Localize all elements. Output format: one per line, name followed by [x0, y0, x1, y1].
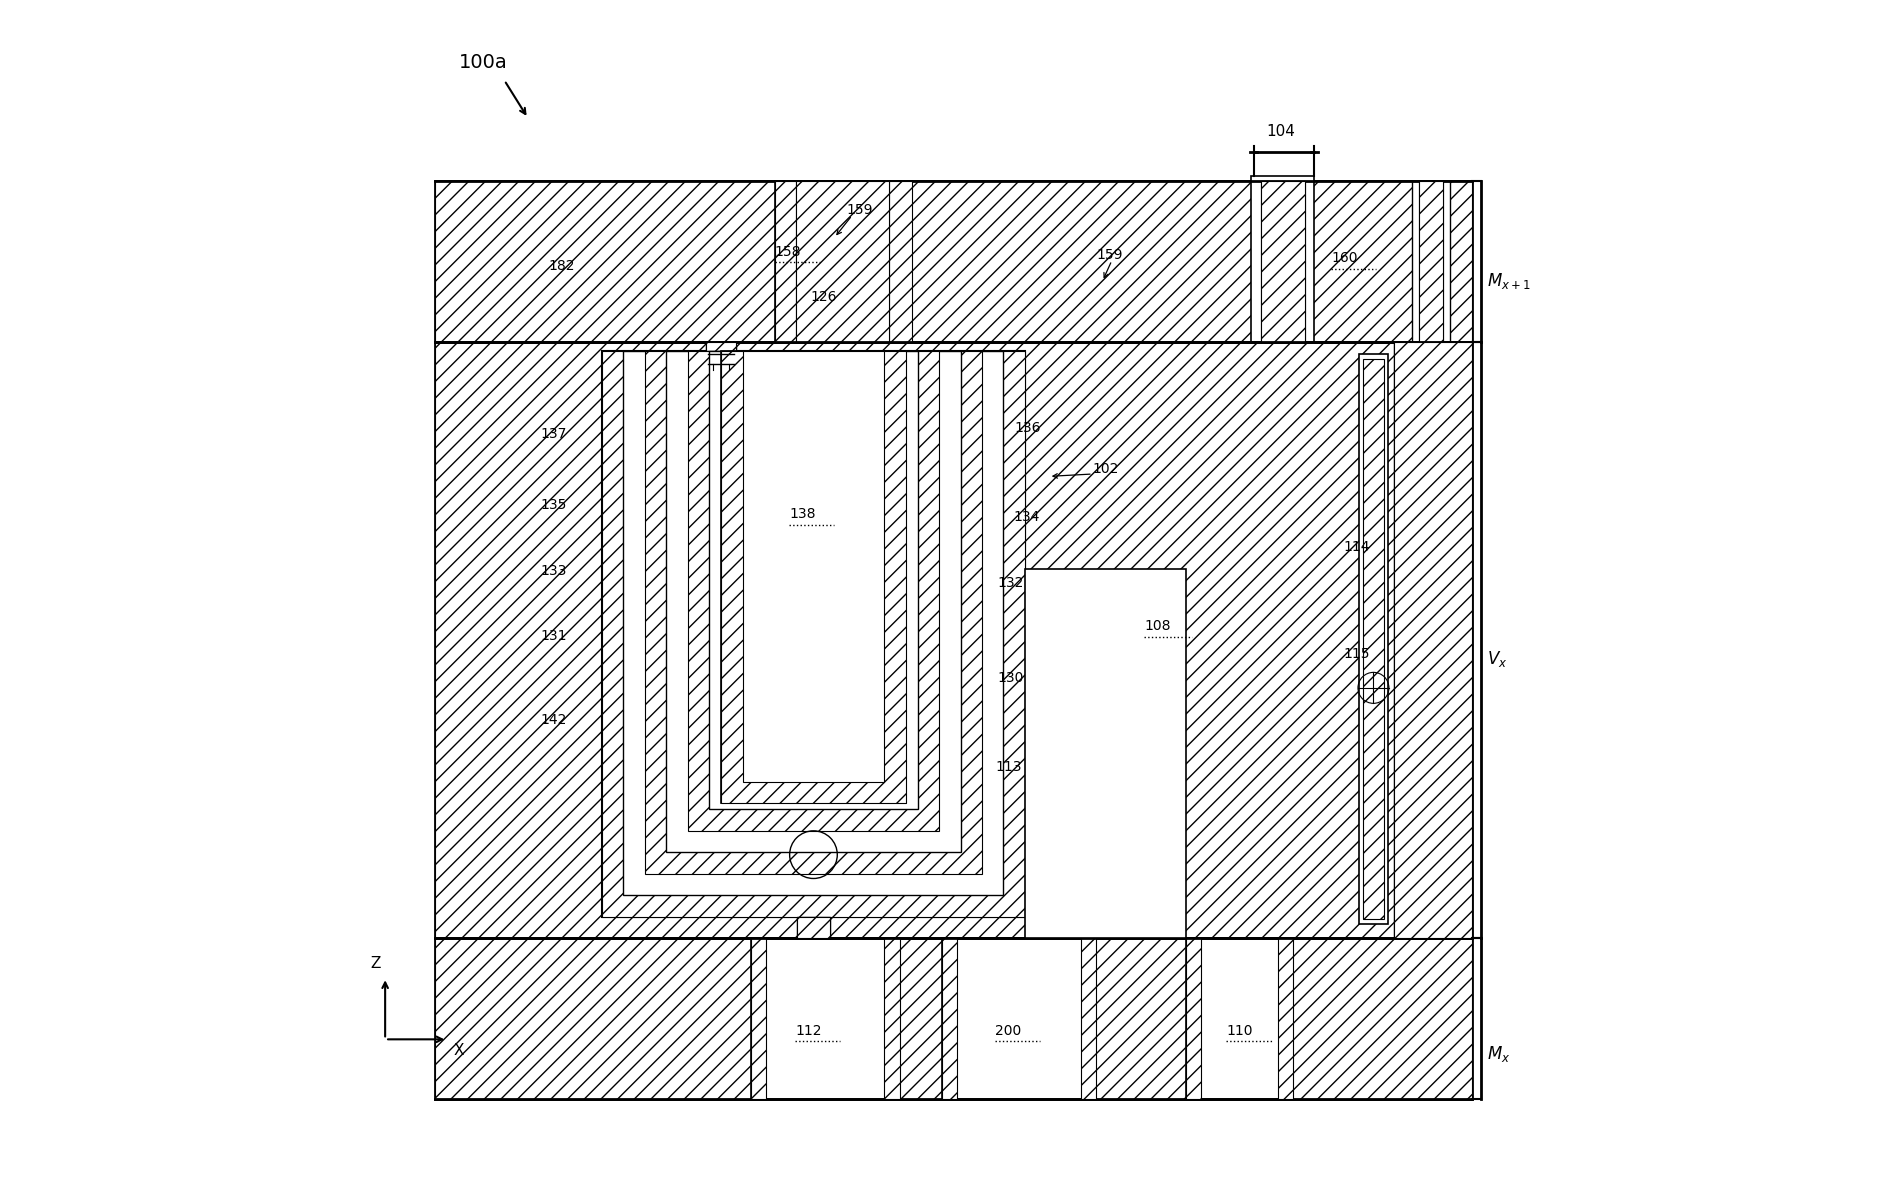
Text: 131: 131	[540, 630, 567, 643]
Text: $V_{x}$: $V_{x}$	[1488, 649, 1508, 669]
Bar	[1412, 182, 1450, 342]
Bar	[1419, 182, 1444, 342]
Text: 159: 159	[1097, 248, 1124, 262]
Text: 134: 134	[1014, 510, 1038, 524]
Text: 102: 102	[1093, 462, 1120, 476]
Bar	[942, 938, 1097, 1099]
Bar	[775, 182, 911, 342]
Text: 115: 115	[1344, 648, 1370, 661]
Bar	[603, 351, 1025, 917]
Bar	[1260, 182, 1306, 342]
Bar	[623, 351, 1004, 895]
Bar	[1419, 182, 1444, 342]
Bar	[743, 351, 885, 782]
Text: 142: 142	[540, 712, 567, 727]
Text: 200: 200	[995, 1023, 1021, 1038]
Bar	[885, 938, 900, 1099]
Bar	[707, 342, 735, 351]
Text: 104: 104	[1266, 124, 1296, 139]
Text: 100a: 100a	[459, 54, 508, 72]
Bar	[775, 182, 796, 342]
Bar	[709, 351, 917, 809]
Text: 113: 113	[995, 760, 1021, 774]
Bar	[436, 182, 1472, 342]
Bar	[1025, 569, 1186, 938]
Text: 159: 159	[847, 202, 874, 217]
Bar	[750, 938, 900, 1099]
Bar	[644, 351, 982, 874]
Bar	[1395, 342, 1472, 938]
Text: 158: 158	[775, 244, 802, 259]
Bar	[436, 938, 1472, 1099]
Bar	[1251, 176, 1315, 342]
Text: 110: 110	[1226, 1023, 1253, 1038]
Text: 130: 130	[997, 670, 1023, 685]
Text: 132: 132	[997, 576, 1023, 590]
Text: 160: 160	[1330, 251, 1357, 265]
Bar	[1277, 938, 1292, 1099]
Text: 135: 135	[540, 498, 567, 512]
Bar	[942, 938, 957, 1099]
Bar	[1260, 182, 1306, 342]
Bar	[796, 917, 830, 938]
Bar	[667, 351, 961, 852]
Bar	[1186, 938, 1292, 1099]
Text: $M_{x+1}$: $M_{x+1}$	[1488, 271, 1531, 291]
Text: 114: 114	[1344, 540, 1370, 554]
Bar	[688, 351, 940, 831]
Bar	[722, 351, 906, 803]
Bar	[750, 938, 766, 1099]
Text: 133: 133	[540, 564, 567, 578]
Bar	[1363, 359, 1383, 919]
Bar	[436, 182, 1472, 1099]
Bar	[707, 342, 735, 351]
Text: 182: 182	[548, 259, 574, 273]
Text: $M_{x}$: $M_{x}$	[1488, 1044, 1510, 1064]
Bar	[603, 351, 1025, 917]
Text: 108: 108	[1145, 619, 1171, 633]
Bar	[1395, 342, 1472, 938]
Text: 126: 126	[811, 290, 838, 304]
Text: Z: Z	[371, 956, 381, 971]
Bar	[1186, 938, 1201, 1099]
Text: 112: 112	[796, 1023, 822, 1038]
Bar	[1359, 354, 1389, 924]
Bar	[436, 342, 1472, 938]
Bar	[889, 182, 911, 342]
Bar	[796, 917, 830, 938]
Bar	[796, 182, 889, 342]
Text: 138: 138	[788, 508, 815, 521]
Text: 137: 137	[540, 426, 567, 440]
Text: 136: 136	[1014, 420, 1040, 435]
Bar	[722, 351, 906, 803]
Text: X: X	[453, 1043, 464, 1058]
Bar	[1080, 938, 1097, 1099]
